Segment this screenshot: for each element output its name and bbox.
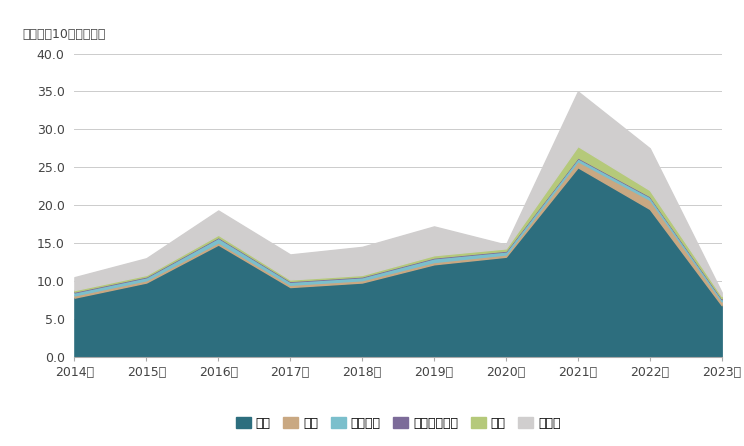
Legend: 米国, 中国, フランス, シンガポール, 韓国, その他: 米国, 中国, フランス, シンガポール, 韓国, その他 xyxy=(231,412,565,434)
Text: 投資額（10億米ドル）: 投資額（10億米ドル） xyxy=(22,29,106,41)
